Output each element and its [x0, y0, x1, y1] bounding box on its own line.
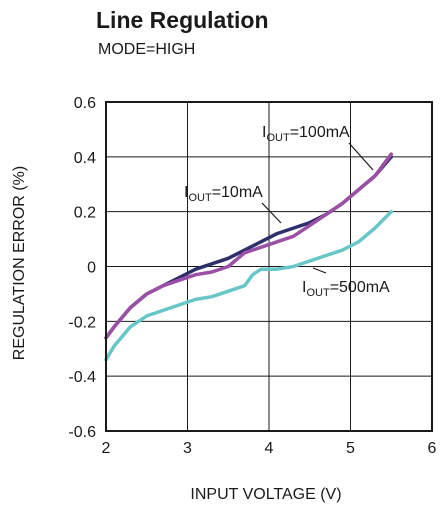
y-tick-label: 0.2: [74, 205, 96, 222]
chart-title: Line Regulation: [96, 7, 269, 33]
annotation-100ma-i: I: [262, 124, 266, 141]
y-tick-label: 0.4: [74, 150, 96, 167]
annotation-100ma-sub: OUT: [266, 132, 290, 144]
annotation-500ma: IOUT=500mA: [302, 267, 390, 299]
series-line-100ma: [104, 152, 394, 340]
chart-subtitle: MODE=HIGH: [98, 41, 195, 58]
annotation-500ma-label: IOUT=500mA: [302, 279, 390, 299]
y-tick-label: -0.2: [68, 314, 96, 331]
plot-frame: [105, 101, 433, 432]
annotation-10ma-sub: OUT: [188, 192, 212, 204]
y-tick-label: 0.6: [74, 95, 96, 112]
annotation-10ma-leader: [261, 202, 282, 224]
annotation-100ma-rest: =100mA: [290, 124, 350, 141]
x-tick-label: 5: [346, 440, 355, 457]
series-line-500ma: [104, 209, 394, 362]
annotation-10ma: IOUT=10mA: [184, 184, 282, 224]
x-tick-label: 3: [183, 440, 192, 457]
annotation-100ma: IOUT=100mA: [262, 124, 374, 171]
annotation-10ma-i: I: [184, 184, 188, 201]
annotation-100ma-leader: [348, 142, 374, 171]
y-axis-label: REGULATION ERROR (%): [11, 166, 28, 360]
grid: [106, 102, 432, 431]
y-tick-label: 0: [87, 260, 96, 277]
y-tick-label: -0.4: [68, 369, 96, 386]
annotation-500ma-rest: =500mA: [330, 279, 390, 296]
annotation-10ma-label: IOUT=10mA: [184, 184, 263, 204]
annotation-100ma-label: IOUT=100mA: [262, 124, 350, 144]
x-tick-label: 2: [102, 440, 111, 457]
annotation-10ma-rest: =10mA: [212, 184, 263, 201]
y-tick-label: -0.6: [68, 424, 96, 441]
tick-labels: 2 3 4 5 6 0.6 0.4 0.2 0 -0.2 -0.4 -0.6: [68, 95, 436, 457]
annotation-500ma-leader: [312, 267, 327, 274]
annotation-500ma-sub: OUT: [306, 287, 330, 299]
x-tick-label: 6: [428, 440, 437, 457]
series-lines: [104, 152, 394, 362]
x-tick-label: 4: [265, 440, 274, 457]
annotation-500ma-i: I: [302, 279, 306, 296]
x-axis-label: INPUT VOLTAGE (V): [190, 486, 341, 503]
